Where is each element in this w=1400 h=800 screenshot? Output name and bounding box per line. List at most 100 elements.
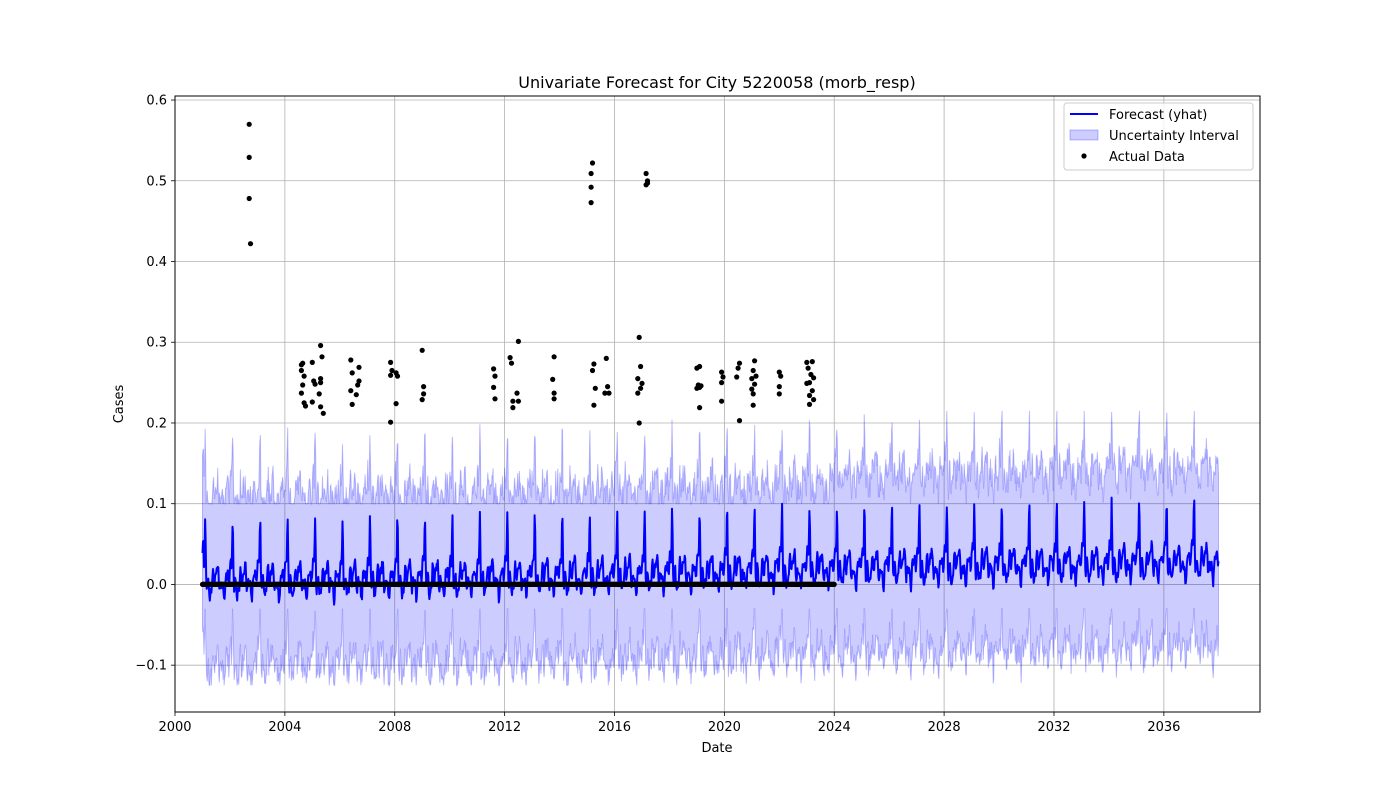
x-tick-label: 2032 bbox=[1037, 720, 1070, 735]
legend-band-label: Uncertainty Interval bbox=[1109, 129, 1239, 144]
actual-data-point bbox=[602, 390, 608, 396]
actual-data-point bbox=[388, 419, 394, 425]
actual-data-point bbox=[419, 397, 425, 403]
actual-data-point bbox=[811, 397, 817, 403]
actual-data-point bbox=[421, 391, 427, 397]
actual-data-point bbox=[551, 390, 557, 396]
actual-data-point bbox=[736, 360, 743, 366]
x-tick-label: 2028 bbox=[928, 720, 961, 735]
actual-data-point bbox=[550, 376, 556, 382]
actual-data-point bbox=[419, 347, 425, 353]
y-axis-label: Cases bbox=[112, 384, 127, 423]
actual-data-point bbox=[588, 184, 594, 190]
actual-data-point bbox=[719, 398, 725, 404]
actual-data-point bbox=[491, 366, 497, 372]
actual-data-point bbox=[356, 364, 362, 370]
actual-data-point bbox=[606, 390, 612, 396]
actual-data-point bbox=[309, 359, 315, 365]
actual-data-point bbox=[300, 382, 306, 388]
actual-data-point bbox=[301, 373, 307, 379]
y-tick-label: 0.6 bbox=[146, 94, 167, 109]
actual-data-point bbox=[318, 342, 324, 349]
actual-data-point bbox=[811, 375, 817, 381]
actual-data-point bbox=[394, 373, 401, 379]
actual-data-point bbox=[246, 154, 252, 160]
actual-data-point bbox=[247, 241, 254, 247]
actual-data-point bbox=[551, 396, 557, 402]
legend-frame bbox=[1063, 102, 1254, 171]
actual-data-point bbox=[551, 354, 557, 360]
actual-data-point bbox=[356, 378, 362, 384]
actual-data-point bbox=[635, 376, 641, 382]
x-tick-label: 2000 bbox=[158, 720, 191, 735]
actual-data-point bbox=[736, 418, 743, 424]
actual-data-point bbox=[318, 380, 324, 386]
actual-data-point bbox=[510, 405, 516, 411]
actual-data-point bbox=[636, 334, 642, 340]
actual-data-point bbox=[752, 381, 758, 387]
actual-data-point bbox=[492, 373, 498, 379]
y-tick-label: 0.0 bbox=[146, 578, 167, 593]
actual-data-point bbox=[734, 374, 740, 380]
actual-data-point bbox=[320, 410, 326, 416]
actual-data-point bbox=[515, 338, 522, 344]
actual-data-point bbox=[510, 398, 516, 404]
x-tick-label: 2016 bbox=[598, 720, 631, 735]
actual-data-point bbox=[753, 373, 759, 379]
actual-data-point bbox=[592, 385, 598, 391]
actual-data-point bbox=[316, 391, 322, 397]
actual-data-point bbox=[514, 390, 520, 396]
actual-data-point bbox=[697, 384, 703, 390]
actual-data-point bbox=[809, 388, 815, 394]
actual-data-point bbox=[492, 396, 498, 402]
actual-data-point bbox=[300, 360, 306, 366]
actual-data-point bbox=[776, 384, 782, 390]
actual-data-point bbox=[749, 376, 755, 382]
actual-data-point bbox=[750, 402, 756, 408]
actual-data-point bbox=[636, 420, 642, 426]
actual-data-point bbox=[750, 391, 756, 397]
actual-data-point bbox=[388, 372, 394, 378]
actual-data-points bbox=[199, 121, 837, 588]
legend-actual-marker bbox=[1081, 153, 1087, 159]
actual-data-point bbox=[749, 386, 755, 392]
actual-data-point bbox=[831, 581, 837, 588]
actual-data-point bbox=[319, 354, 325, 360]
actual-data-point bbox=[638, 363, 644, 370]
actual-data-point bbox=[246, 195, 252, 202]
actual-data-point bbox=[735, 365, 741, 371]
actual-data-point bbox=[635, 390, 641, 396]
y-tick-label: 0.4 bbox=[146, 255, 167, 270]
actual-data-point bbox=[778, 373, 784, 379]
legend-band-swatch bbox=[1069, 129, 1099, 141]
actual-data-point bbox=[719, 369, 725, 375]
actual-data-point bbox=[588, 200, 594, 206]
actual-data-point bbox=[591, 361, 597, 367]
y-tick-label: 0.3 bbox=[146, 336, 167, 351]
actual-data-point bbox=[349, 401, 355, 407]
y-tick-label: 0.2 bbox=[146, 416, 167, 431]
actual-data-point bbox=[515, 398, 522, 404]
actual-data-point bbox=[697, 405, 703, 411]
actual-data-point bbox=[591, 402, 597, 408]
actual-data-point bbox=[638, 385, 644, 391]
axis-ticks: 2000 2004 2008 2012 2016 2020 2024 2028 2032 2036… bbox=[135, 94, 1180, 735]
chart-title: Univariate Forecast for City 5220058 (mo… bbox=[518, 73, 915, 93]
x-tick-label: 2036 bbox=[1147, 720, 1180, 735]
actual-data-point bbox=[491, 384, 497, 390]
actual-data-point bbox=[776, 391, 782, 397]
legend-forecast-label: Forecast (yhat) bbox=[1109, 108, 1207, 123]
actual-data-point bbox=[507, 355, 513, 361]
actual-data-point bbox=[603, 355, 609, 361]
legend: Forecast (yhat) Uncertainty Interval Act… bbox=[1063, 102, 1254, 171]
actual-data-point bbox=[318, 404, 324, 410]
actual-data-point bbox=[298, 390, 304, 396]
y-tick-label: 0.1 bbox=[146, 497, 167, 512]
actual-data-point bbox=[348, 388, 354, 394]
actual-data-point bbox=[806, 380, 813, 386]
actual-data-point bbox=[298, 367, 304, 374]
legend-actual-label: Actual Data bbox=[1109, 150, 1185, 165]
actual-data-point bbox=[752, 358, 758, 364]
actual-data-point bbox=[309, 399, 315, 405]
